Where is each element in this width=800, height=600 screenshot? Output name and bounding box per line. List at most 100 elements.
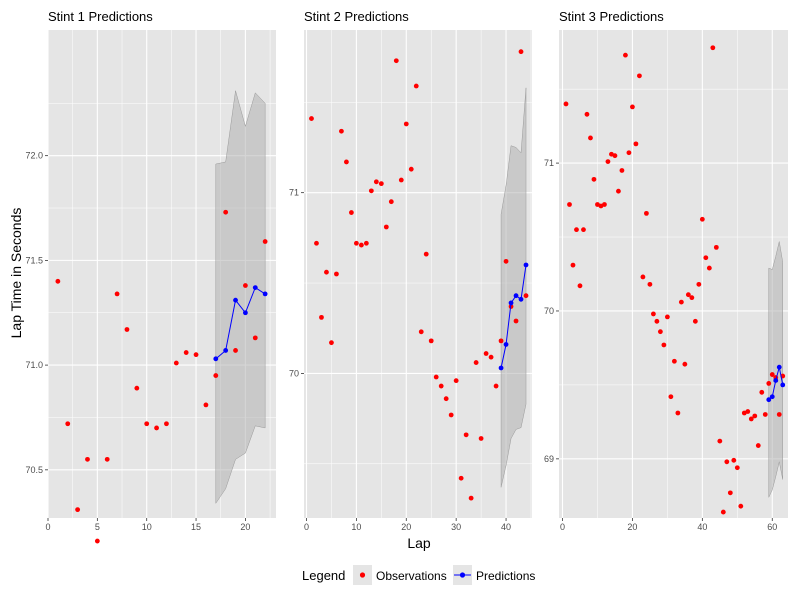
observation-point (623, 52, 628, 58)
observation-point (570, 262, 576, 268)
x-tick-label: 5 (95, 522, 100, 532)
observation-point (388, 199, 394, 205)
observation-point (403, 121, 409, 127)
prediction-point (513, 293, 519, 299)
observation-point (605, 159, 611, 165)
observation-point (344, 159, 349, 165)
observation-point (173, 360, 179, 366)
legend: Legend Observations Predictions (302, 565, 535, 585)
observation-point (644, 210, 649, 216)
x-tick-label: 10 (142, 522, 152, 532)
observation-point (713, 244, 719, 250)
observation-point (55, 278, 61, 284)
prediction-point (518, 296, 524, 302)
observation-point (314, 240, 319, 246)
chart-panels: 0 5 10 15 20 70.5 71.0 71.5 72.0 Stint 1 Predicti… (25, 9, 788, 544)
legend-label-observations: Observations (376, 569, 447, 583)
observation-point (584, 111, 590, 117)
observation-point (363, 240, 369, 246)
observation-point (640, 274, 646, 280)
legend-title: Legend (302, 568, 345, 583)
observation-point (563, 101, 569, 107)
prediction-point (243, 310, 248, 316)
prediction-point (262, 291, 268, 297)
observation-point (745, 409, 751, 414)
observation-point (398, 177, 404, 183)
observation-point (503, 258, 509, 264)
y-axis-title: Lap Time in Seconds (8, 208, 24, 339)
prediction-band (215, 90, 266, 505)
observation-point (748, 416, 754, 422)
panel-3: 0 20 40 60 69 70 71 Stint 3 Predictions (544, 9, 788, 532)
observation-point (689, 295, 695, 301)
panel-title: Stint 1 Predictions (48, 9, 153, 24)
panel-title: Stint 3 Predictions (559, 9, 664, 24)
observation-point (710, 45, 716, 51)
prediction-line (500, 264, 527, 369)
observation-point (513, 318, 519, 324)
observation-point (373, 179, 379, 185)
observation-point (309, 116, 314, 121)
observation-point (213, 373, 219, 378)
observation-point (75, 507, 81, 513)
panel-background (304, 30, 532, 518)
observation-point (637, 73, 642, 79)
prediction-point (776, 364, 782, 370)
observation-point (650, 311, 656, 317)
y-tick-label: 71 (289, 188, 299, 198)
observation-point (661, 342, 667, 348)
observation-point (348, 210, 354, 215)
panel-title: Stint 2 Predictions (304, 9, 409, 24)
observation-point (699, 216, 705, 222)
observation-point (65, 421, 71, 427)
observation-point (776, 412, 782, 417)
prediction-point (773, 378, 779, 383)
observation-point (114, 291, 120, 297)
observation-point (358, 242, 364, 248)
observation-point (703, 255, 709, 261)
observation-point (616, 188, 621, 194)
prediction-point (508, 300, 514, 306)
observation-point (144, 421, 150, 427)
observation-point (334, 271, 339, 277)
observation-point (458, 475, 464, 481)
prediction-point (223, 348, 229, 353)
prediction-point (233, 297, 238, 303)
observation-point (488, 354, 494, 360)
observation-point (329, 340, 334, 346)
observation-point (755, 443, 761, 448)
prediction-point (252, 285, 258, 291)
observation-point (428, 338, 434, 344)
observation-point (324, 269, 329, 275)
panel-background (559, 30, 788, 518)
observation-point (448, 412, 454, 418)
legend-label-predictions: Predictions (476, 569, 535, 583)
observation-point (685, 292, 691, 298)
observation-point (602, 202, 607, 207)
observation-point (619, 168, 625, 173)
observation-point (463, 432, 469, 438)
observation-point (243, 283, 248, 288)
observation-point (724, 459, 730, 465)
y-tick-label: 69 (544, 454, 554, 464)
x-tick-label: 15 (191, 522, 201, 532)
observation-point (577, 283, 583, 289)
observation-point (626, 150, 632, 156)
y-tick-label: 70 (289, 368, 299, 378)
observation-point (223, 209, 229, 215)
observation-point (104, 456, 110, 462)
legend-key-predictions (459, 572, 466, 578)
observation-point (353, 240, 359, 246)
observation-point (692, 318, 698, 324)
x-tick-label: 40 (501, 522, 511, 532)
observation-point (164, 421, 169, 427)
observation-point (478, 436, 484, 441)
x-tick-label: 10 (351, 522, 361, 532)
y-tick-label: 71.5 (25, 255, 43, 265)
observation-point (668, 394, 674, 400)
observation-point (252, 335, 258, 341)
panel-2: 0 10 20 30 40 70 71 Stint 2 Predictions (289, 9, 532, 532)
observation-point (423, 251, 429, 257)
x-axis-title: Lap (407, 535, 431, 551)
